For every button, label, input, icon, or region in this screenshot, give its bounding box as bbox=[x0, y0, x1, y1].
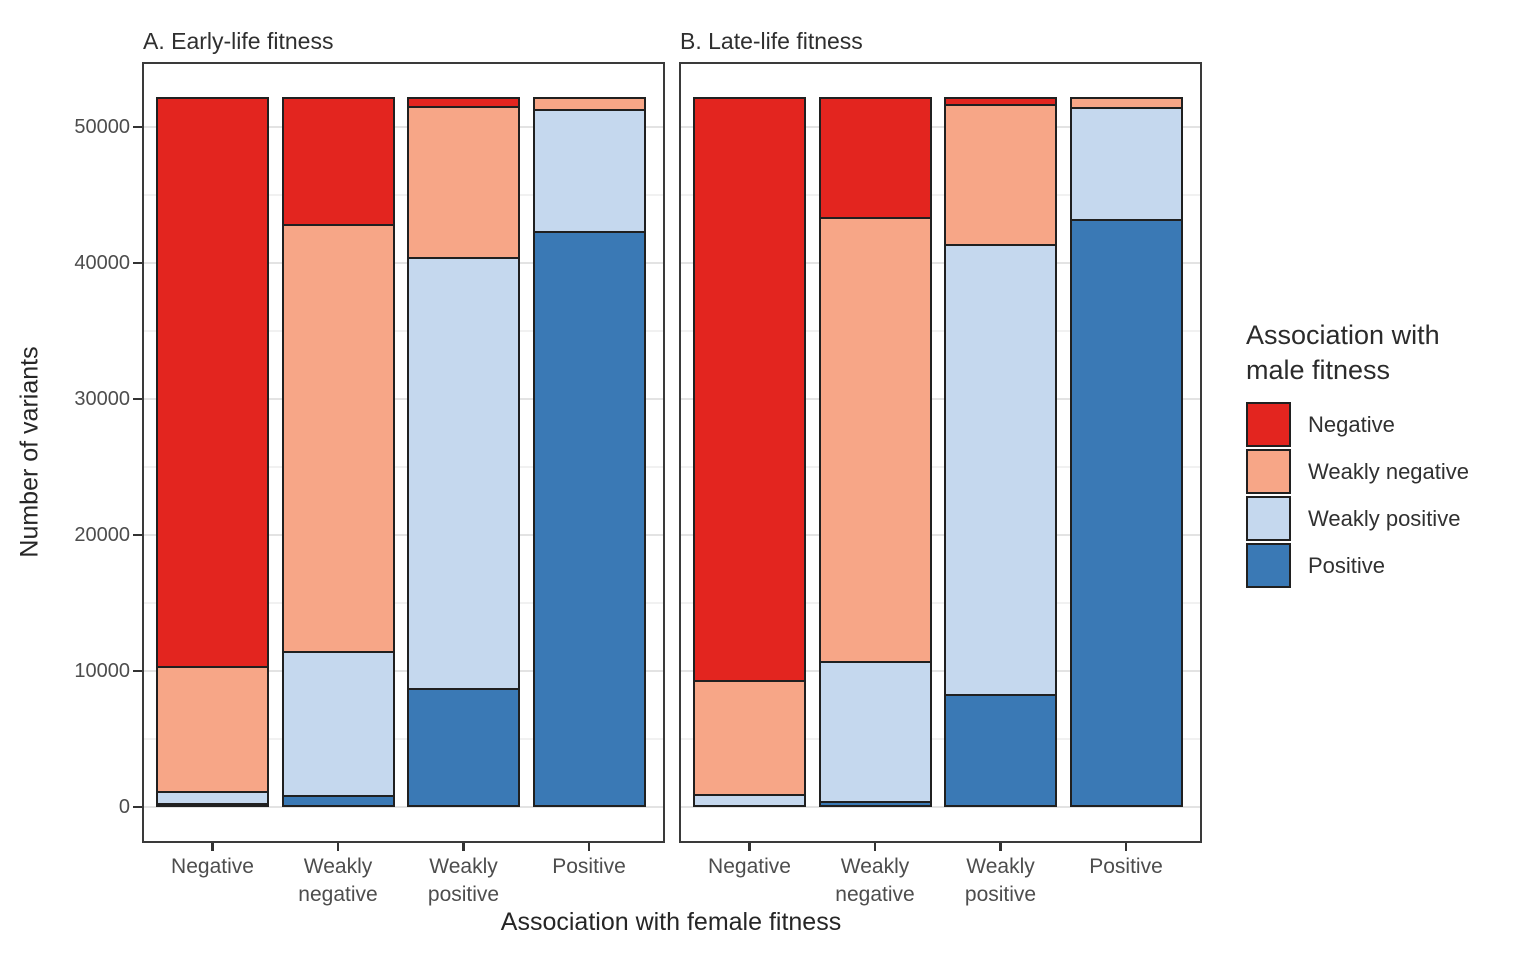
bar-segment bbox=[281, 650, 395, 798]
legend-title-line-2: male fitness bbox=[1246, 355, 1391, 385]
y-tick-mark bbox=[133, 261, 142, 265]
gridline-minor bbox=[681, 602, 1200, 604]
bar-segment bbox=[944, 97, 1057, 106]
x-tick-mark bbox=[873, 843, 877, 851]
x-axis-title: Association with female fitness bbox=[500, 908, 842, 936]
gridline-major bbox=[681, 262, 1200, 264]
x-tick-mark bbox=[748, 843, 751, 851]
legend-item: Weakly positive bbox=[1246, 495, 1469, 542]
x-tick-label: Negative bbox=[708, 855, 791, 878]
gridline-major bbox=[144, 806, 663, 808]
bar-segment bbox=[818, 216, 932, 664]
y-tick-label: 50000 bbox=[74, 116, 130, 138]
x-tick-label: Weakly positive bbox=[964, 855, 1037, 906]
bar-segment bbox=[281, 97, 395, 227]
gridline-minor bbox=[144, 738, 663, 740]
gridline-major bbox=[681, 398, 1200, 400]
x-tick-mark bbox=[999, 843, 1002, 851]
gridline-major bbox=[681, 534, 1200, 536]
y-tick-label: 0 bbox=[118, 796, 130, 818]
y-tick-mark bbox=[133, 397, 142, 401]
bar-segment bbox=[1069, 106, 1183, 222]
legend-swatch bbox=[1246, 449, 1291, 494]
legend-swatch bbox=[1246, 402, 1291, 447]
x-tick-mark bbox=[211, 843, 214, 851]
gridline-minor bbox=[144, 466, 663, 468]
gridline-minor bbox=[144, 602, 663, 604]
bar-segment bbox=[818, 660, 932, 804]
x-tick-mark bbox=[336, 843, 340, 851]
x-tick-label: Weakly positive bbox=[427, 855, 500, 906]
bar-segment bbox=[156, 665, 269, 794]
legend-swatch bbox=[1246, 496, 1291, 541]
y-tick-mark bbox=[133, 669, 142, 673]
legend-label: Weakly positive bbox=[1308, 505, 1461, 531]
panel-a-title: A. Early-life fitness bbox=[143, 28, 334, 54]
bar-segment bbox=[532, 230, 646, 807]
gridline-major bbox=[144, 534, 663, 536]
bar-segment bbox=[693, 679, 806, 796]
legend-item: Positive bbox=[1246, 542, 1469, 589]
panel-late-life-fitness bbox=[679, 62, 1202, 843]
x-tick-label: Negative bbox=[171, 855, 254, 878]
x-tick-label: Positive bbox=[552, 855, 626, 878]
gridline-minor bbox=[681, 194, 1200, 196]
gridline-minor bbox=[681, 466, 1200, 468]
bar-segment bbox=[944, 103, 1057, 246]
legend-title-line-1: Association with bbox=[1246, 320, 1440, 350]
x-tick-mark bbox=[462, 843, 465, 851]
gridline-major bbox=[681, 126, 1200, 128]
bar-segment bbox=[156, 97, 269, 669]
bar-segment bbox=[944, 243, 1057, 696]
gridline-minor bbox=[144, 330, 663, 332]
y-tick-mark bbox=[133, 533, 142, 537]
legend-item: Weakly negative bbox=[1246, 448, 1469, 495]
legend-label: Weakly negative bbox=[1308, 458, 1470, 484]
gridline-minor bbox=[681, 738, 1200, 740]
bar-segment bbox=[407, 687, 520, 807]
y-tick-mark bbox=[133, 805, 142, 809]
legend-label: Negative bbox=[1308, 411, 1395, 437]
bar-segment bbox=[1069, 97, 1183, 110]
y-tick-label: 10000 bbox=[74, 660, 130, 682]
gridline-major bbox=[681, 806, 1200, 808]
gridline-major bbox=[144, 670, 663, 672]
legend-label: Positive bbox=[1308, 552, 1386, 578]
bar-segment bbox=[532, 108, 646, 233]
gridline-minor bbox=[144, 194, 663, 196]
y-tick-label: 40000 bbox=[74, 252, 130, 274]
legend-item: Negative bbox=[1246, 401, 1469, 448]
gridline-major bbox=[144, 126, 663, 128]
bar-segment bbox=[407, 97, 520, 108]
legend: Association with male fitness Negative We… bbox=[1246, 318, 1469, 589]
bar-segment bbox=[818, 97, 932, 219]
gridline-major bbox=[681, 670, 1200, 672]
x-tick-label: Weakly negative bbox=[298, 855, 378, 906]
x-tick-label: Positive bbox=[1089, 855, 1163, 878]
bar-segment bbox=[407, 105, 520, 259]
bar-segment bbox=[1069, 218, 1183, 807]
gridline-major bbox=[144, 398, 663, 400]
gridline-minor bbox=[681, 330, 1200, 332]
y-tick-label: 20000 bbox=[74, 524, 130, 546]
y-tick-mark bbox=[133, 125, 142, 129]
bar-segment bbox=[407, 256, 520, 690]
bar-segment bbox=[281, 223, 395, 654]
bar-segment bbox=[532, 97, 646, 112]
x-tick-mark bbox=[1124, 843, 1128, 851]
panel-early-life-fitness bbox=[142, 62, 665, 843]
legend-swatch bbox=[1246, 543, 1291, 588]
legend-items: Negative Weakly negative Weakly positive Po… bbox=[1246, 401, 1469, 589]
y-tick-label: 30000 bbox=[74, 388, 130, 410]
panel-b-title: B. Late-life fitness bbox=[680, 28, 863, 54]
bar-segment bbox=[693, 97, 806, 682]
bar-segment bbox=[944, 693, 1057, 807]
x-tick-mark bbox=[587, 843, 591, 851]
gridline-major bbox=[144, 262, 663, 264]
x-tick-label: Weakly negative bbox=[835, 855, 915, 906]
